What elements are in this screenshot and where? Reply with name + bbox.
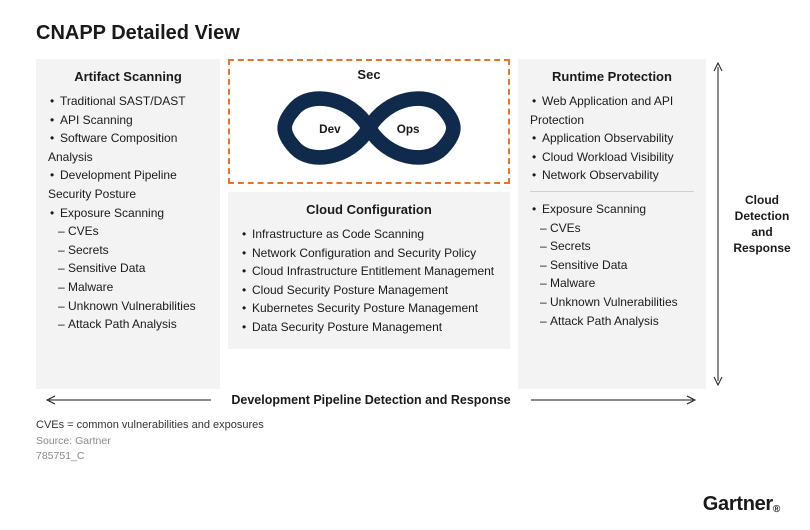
- footnotes: CVEs = common vulnerabilities and exposu…: [36, 417, 774, 465]
- list-item: Unknown Vulnerabilities: [48, 297, 208, 316]
- list-item: CVEs: [530, 219, 694, 238]
- infinity-icon: Dev Ops: [240, 84, 498, 172]
- list-item: Sensitive Data: [48, 259, 208, 278]
- right-axis: Cloud Detection and Response: [712, 59, 796, 389]
- bottom-axis: Development Pipeline Detection and Respo…: [36, 393, 706, 407]
- heading-artifact: Artifact Scanning: [48, 69, 208, 84]
- footnote-source: Source: Gartner: [36, 434, 774, 450]
- heading-cloud-config: Cloud Configuration: [240, 202, 498, 217]
- list-artifact: Traditional SAST/DAST API Scanning Softw…: [48, 92, 208, 334]
- page-title: CNAPP Detailed View: [36, 22, 774, 45]
- footnote-cve: CVEs = common vulnerabilities and exposu…: [36, 417, 774, 434]
- list-item: Exposure Scanning CVEs Secrets Sensitive…: [530, 200, 694, 330]
- list-item: Application Observability: [530, 129, 694, 148]
- columns: Artifact Scanning Traditional SAST/DAST …: [36, 59, 706, 389]
- col-runtime: Runtime Protection Web Application and A…: [518, 59, 706, 389]
- card-runtime-protection: Runtime Protection Web Application and A…: [518, 59, 706, 389]
- list-item: Cloud Security Posture Management: [240, 281, 498, 300]
- heading-runtime: Runtime Protection: [530, 69, 694, 84]
- list-item: Network Configuration and Security Polic…: [240, 244, 498, 263]
- list-item: CVEs: [48, 222, 208, 241]
- footnote-docid: 785751_C: [36, 449, 774, 465]
- list-runtime-bottom: Exposure Scanning CVEs Secrets Sensitive…: [530, 200, 694, 330]
- card-artifact-scanning: Artifact Scanning Traditional SAST/DAST …: [36, 59, 220, 389]
- list-item: Sensitive Data: [530, 256, 694, 275]
- list-item: Malware: [48, 278, 208, 297]
- list-item: Software Composition Analysis: [48, 129, 208, 166]
- list-item: Exposure Scanning CVEs Secrets Sensitive…: [48, 204, 208, 334]
- list-item: Infrastructure as Code Scanning: [240, 225, 498, 244]
- vertical-double-arrow-icon: [712, 59, 724, 389]
- ops-label: Ops: [397, 123, 420, 136]
- list-item: Secrets: [48, 241, 208, 260]
- list-item: Attack Path Analysis: [48, 315, 208, 334]
- sec-devops-box: Sec Dev Ops: [228, 59, 510, 184]
- list-item: Kubernetes Security Posture Management: [240, 299, 498, 318]
- divider: [530, 191, 694, 192]
- bottom-axis-label: Development Pipeline Detection and Respo…: [231, 393, 510, 407]
- list-item: Web Application and API Protection: [530, 92, 694, 129]
- list-item: Development Pipeline Security Posture: [48, 166, 208, 203]
- main-diagram: Artifact Scanning Traditional SAST/DAST …: [36, 59, 774, 389]
- col-artifact: Artifact Scanning Traditional SAST/DAST …: [36, 59, 220, 389]
- dev-label: Dev: [319, 123, 341, 136]
- horizontal-arrow-right-icon: [529, 395, 699, 405]
- list-item: Unknown Vulnerabilities: [530, 293, 694, 312]
- horizontal-arrow-left-icon: [43, 395, 213, 405]
- col-middle: Sec Dev Ops Cloud Configuration Infrastr…: [228, 59, 510, 389]
- sec-label: Sec: [240, 67, 498, 82]
- list-item: Data Security Posture Management: [240, 318, 498, 337]
- list-item: Traditional SAST/DAST: [48, 92, 208, 111]
- list-item: Malware: [530, 274, 694, 293]
- list-item: Secrets: [530, 237, 694, 256]
- list-runtime-top: Web Application and API Protection Appli…: [530, 92, 694, 185]
- list-item: Network Observability: [530, 166, 694, 185]
- list-item: API Scanning: [48, 111, 208, 130]
- list-item: Cloud Infrastructure Entitlement Managem…: [240, 262, 498, 281]
- list-cloud-config: Infrastructure as Code Scanning Network …: [240, 225, 498, 337]
- card-cloud-configuration: Cloud Configuration Infrastructure as Co…: [228, 192, 510, 349]
- list-item: Attack Path Analysis: [530, 312, 694, 331]
- right-axis-label: Cloud Detection and Response: [728, 192, 796, 257]
- list-item: Cloud Workload Visibility: [530, 148, 694, 167]
- brand-logo: Gartner®: [703, 493, 780, 516]
